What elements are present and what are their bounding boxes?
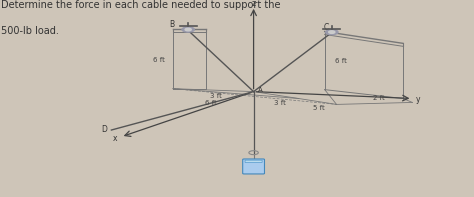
Circle shape xyxy=(326,30,338,35)
Text: B: B xyxy=(169,20,174,29)
Text: 6 ft: 6 ft xyxy=(153,57,165,63)
Text: 500-lb load.: 500-lb load. xyxy=(1,26,59,36)
Text: 3 ft: 3 ft xyxy=(210,93,222,98)
Text: A: A xyxy=(258,87,263,93)
Circle shape xyxy=(182,27,194,32)
Text: z: z xyxy=(252,0,255,8)
Circle shape xyxy=(185,28,191,31)
Text: D: D xyxy=(101,125,107,134)
Text: 6 ft: 6 ft xyxy=(335,58,347,64)
Text: 5 ft: 5 ft xyxy=(313,105,324,111)
Text: Determine the force in each cable needed to support the: Determine the force in each cable needed… xyxy=(1,0,281,10)
Text: 6 ft: 6 ft xyxy=(204,100,217,106)
Text: y: y xyxy=(416,95,420,104)
Text: 2 ft: 2 ft xyxy=(374,95,385,100)
Circle shape xyxy=(328,31,335,33)
FancyBboxPatch shape xyxy=(243,159,264,174)
FancyBboxPatch shape xyxy=(245,160,262,163)
Text: x: x xyxy=(112,134,117,143)
Text: C: C xyxy=(323,23,329,32)
Text: 3 ft: 3 ft xyxy=(273,100,286,106)
